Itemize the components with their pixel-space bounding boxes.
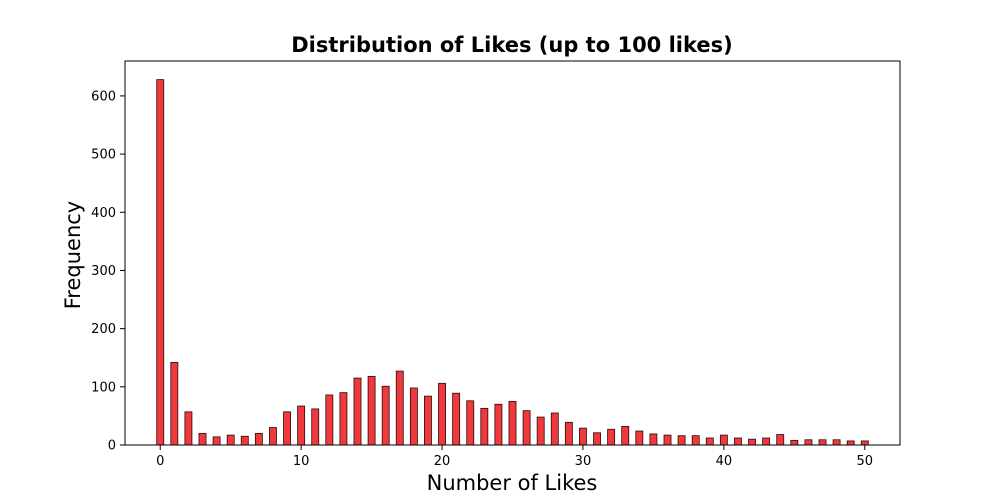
bar-42 <box>748 438 756 446</box>
bar-16 <box>381 385 390 446</box>
bar-7 <box>254 432 263 446</box>
y-tick-label: 500 <box>91 148 116 163</box>
x-axis-ticks: 0 10 20 30 40 50 <box>156 445 873 469</box>
bar-43 <box>762 437 771 446</box>
bar-11 <box>311 408 320 446</box>
bar-30 <box>579 427 587 446</box>
bar-44 <box>776 434 785 446</box>
bar-35 <box>649 433 658 446</box>
bar-34 <box>635 430 644 446</box>
bar-13 <box>339 392 348 446</box>
x-tick-label: 30 <box>575 454 592 469</box>
bar-41 <box>734 437 742 446</box>
x-tick-label: 10 <box>293 454 310 469</box>
bar-1 <box>170 361 179 446</box>
bar-47 <box>818 439 827 446</box>
y-tick-label: 200 <box>91 322 116 337</box>
bar-36 <box>663 434 672 446</box>
bar-39 <box>705 437 714 446</box>
y-axis-ticks: 0 100 200 300 400 500 600 <box>91 89 125 454</box>
bar-50 <box>860 440 869 446</box>
bar-37 <box>677 435 686 446</box>
bar-17 <box>395 370 404 446</box>
bar-38 <box>691 435 700 446</box>
bar-2 <box>184 411 193 446</box>
x-tick-label: 40 <box>716 454 733 469</box>
bar-19 <box>424 395 432 446</box>
bar-14 <box>353 377 362 446</box>
bar-6 <box>240 435 249 446</box>
bar-25 <box>508 400 517 446</box>
bar-0 <box>156 79 165 446</box>
bar-33 <box>621 425 630 446</box>
bar-24 <box>494 403 503 446</box>
bar-4 <box>212 436 221 446</box>
y-tick-label: 400 <box>91 206 116 221</box>
bar-23 <box>480 407 489 446</box>
bar-29 <box>564 421 573 446</box>
x-tick-label: 20 <box>434 454 451 469</box>
y-tick-label: 600 <box>91 89 116 104</box>
plot-frame <box>124 60 901 446</box>
x-tick-label: 0 <box>156 454 164 469</box>
bar-9 <box>283 411 291 446</box>
bar-21 <box>452 392 461 446</box>
bar-8 <box>269 427 277 446</box>
x-axis-label: Number of Likes <box>427 471 598 495</box>
y-tick-label: 0 <box>108 439 116 454</box>
bar-32 <box>607 428 616 446</box>
bar-18 <box>409 387 418 446</box>
bars-group <box>156 79 869 446</box>
bar-12 <box>325 394 334 446</box>
bar-31 <box>593 432 601 446</box>
bar-40 <box>719 434 728 446</box>
bar-45 <box>790 439 799 446</box>
bar-26 <box>522 410 531 446</box>
x-tick-label: 50 <box>856 454 873 469</box>
bar-15 <box>367 375 376 446</box>
bar-10 <box>297 405 306 446</box>
bar-5 <box>226 434 235 446</box>
chart-title: Distribution of Likes (up to 100 likes) <box>291 33 733 57</box>
bar-28 <box>550 412 559 446</box>
bar-49 <box>846 440 855 446</box>
y-tick-label: 100 <box>91 380 116 395</box>
bar-48 <box>832 439 841 446</box>
bar-27 <box>536 416 545 446</box>
bar-46 <box>804 439 813 446</box>
bar-3 <box>198 432 207 446</box>
bar-22 <box>466 400 475 446</box>
y-axis-label: Frequency <box>61 201 85 310</box>
bar-20 <box>438 382 446 446</box>
y-tick-label: 300 <box>91 264 116 279</box>
